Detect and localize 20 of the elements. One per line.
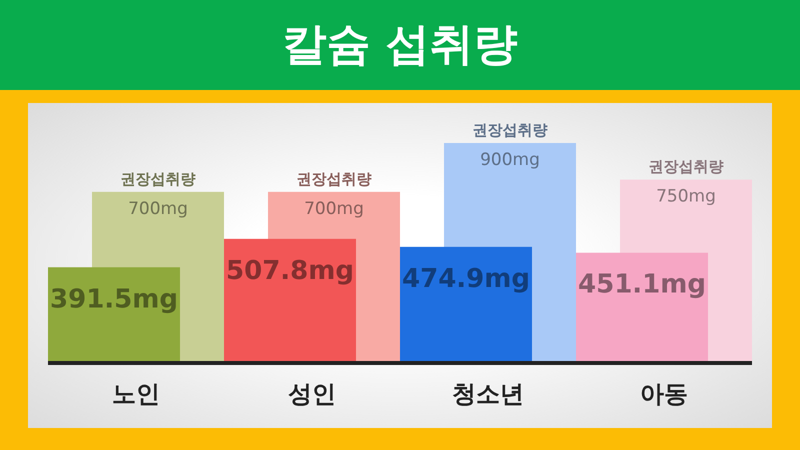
bar (224, 238, 356, 363)
x-tick-label: 아동 (640, 380, 688, 408)
chart-title: 칼슘 섭취량 (0, 0, 800, 90)
bar (576, 252, 708, 363)
data-label: 507.8mg (226, 256, 354, 286)
data-label: 391.5mg (50, 284, 178, 314)
series-label: 권장섭취량 (120, 170, 196, 188)
data-label: 474.9mg (402, 264, 530, 294)
text: 권장섭취량 (648, 158, 724, 176)
data-label: 900mg (480, 150, 540, 170)
text: 권장섭취량 (296, 170, 372, 188)
x-tick-label: 청소년 (452, 380, 524, 408)
data-label: 750mg (656, 186, 716, 207)
data-label: 700mg (304, 198, 364, 219)
x-tick-label: 노인 (112, 380, 160, 408)
text: 권장섭취량 (472, 121, 548, 139)
x-tick-label: 성인 (288, 380, 336, 408)
data-label: 700mg (128, 198, 188, 219)
data-label: 451.1mg (578, 270, 706, 300)
bar (400, 246, 532, 363)
